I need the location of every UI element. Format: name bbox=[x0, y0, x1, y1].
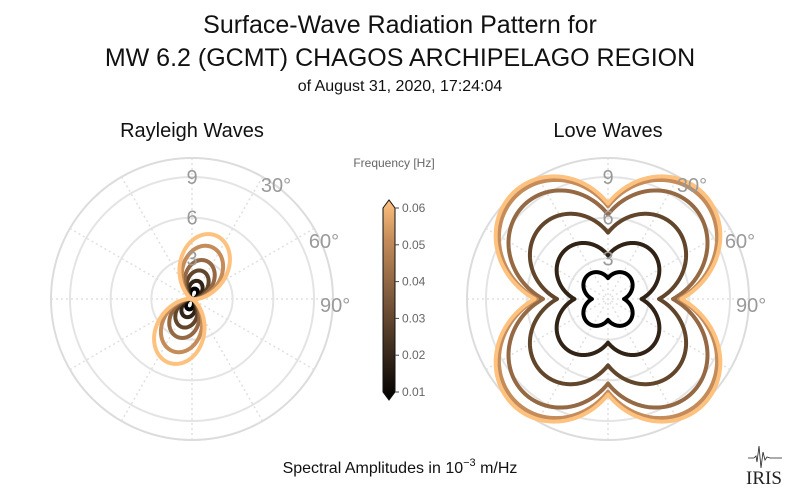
colorbar-tick-label: 0.06 bbox=[402, 201, 426, 215]
title-line-3: of August 31, 2020, 17:24:04 bbox=[298, 78, 503, 95]
series-group bbox=[152, 232, 232, 366]
title-line-1: Surface-Wave Radiation Pattern for bbox=[203, 11, 597, 39]
label-exponent: −3 bbox=[463, 457, 476, 469]
label-base: 10 bbox=[445, 460, 463, 477]
pattern-curve-0.04 bbox=[506, 188, 710, 410]
colorbar-tick-label: 0.01 bbox=[402, 385, 426, 399]
title-line-2: MW 6.2 (GCMT) CHAGOS ARCHIPELAGO REGION bbox=[105, 44, 695, 72]
angle-label: 90° bbox=[736, 295, 766, 317]
colorbar-tick-label: 0.04 bbox=[402, 275, 426, 289]
radial-tick-label: 3 bbox=[602, 248, 613, 270]
colorbar-title: Frequency [Hz] bbox=[353, 156, 434, 170]
radial-tick-label: 6 bbox=[186, 208, 197, 230]
colorbar-tick-label: 0.02 bbox=[402, 348, 426, 362]
colorbar-tick-label: 0.05 bbox=[402, 238, 426, 252]
spectral-amplitude-label: Spectral Amplitudes in 10−3 m/Hz bbox=[283, 457, 518, 477]
angle-label: 30° bbox=[677, 175, 707, 197]
pattern-curve-0.06 bbox=[493, 174, 723, 424]
series-group bbox=[493, 174, 723, 424]
angle-label: 60° bbox=[309, 231, 339, 253]
radial-ring bbox=[525, 216, 691, 382]
axis-labels: 3 6 9 30° 60° 90° bbox=[602, 167, 766, 317]
radial-ring bbox=[484, 175, 732, 423]
love-title: Love Waves bbox=[553, 120, 662, 142]
colorbar: Frequency [Hz] 0.01 0.02 0.03 0.04 0.05 0.06 bbox=[353, 156, 435, 401]
colorbar-ticks: 0.01 0.02 0.03 0.04 0.05 0.06 bbox=[395, 201, 426, 399]
pattern-curve-0.03 bbox=[527, 211, 689, 387]
seismogram-icon bbox=[748, 445, 782, 469]
colorbar-tick-label: 0.03 bbox=[402, 311, 426, 325]
pattern-curve-0.02 bbox=[554, 240, 662, 358]
love-polar-plot: 3 6 9 30° 60° 90° bbox=[466, 157, 766, 441]
iris-logo-text: IRIS bbox=[746, 468, 782, 489]
angle-label: 30° bbox=[261, 175, 291, 197]
iris-logo: IRIS bbox=[746, 445, 782, 489]
radial-tick-label: 9 bbox=[602, 167, 613, 189]
rayleigh-title: Rayleigh Waves bbox=[120, 120, 264, 142]
angle-label: 90° bbox=[320, 295, 350, 317]
axis-labels: 3 6 9 30° 60° 90° bbox=[186, 167, 350, 317]
radial-tick-label: 9 bbox=[186, 167, 197, 189]
label-prefix: Spectral Amplitudes in bbox=[283, 460, 446, 477]
pattern-curve-0.05 bbox=[496, 177, 720, 421]
radial-ring bbox=[109, 216, 275, 382]
rayleigh-polar-plot: 3 6 9 30° 60° 90° bbox=[50, 157, 350, 441]
colorbar-bar bbox=[382, 199, 396, 401]
radial-tick-label: 3 bbox=[186, 248, 197, 270]
label-suffix: m/Hz bbox=[476, 460, 518, 477]
angle-label: 60° bbox=[725, 231, 755, 253]
pattern-curve-0.01 bbox=[581, 270, 635, 328]
angular-gridline bbox=[536, 176, 680, 422]
radial-ring bbox=[68, 175, 316, 423]
pattern-curve-0.06 bbox=[152, 232, 232, 366]
radial-tick-label: 6 bbox=[602, 208, 613, 230]
